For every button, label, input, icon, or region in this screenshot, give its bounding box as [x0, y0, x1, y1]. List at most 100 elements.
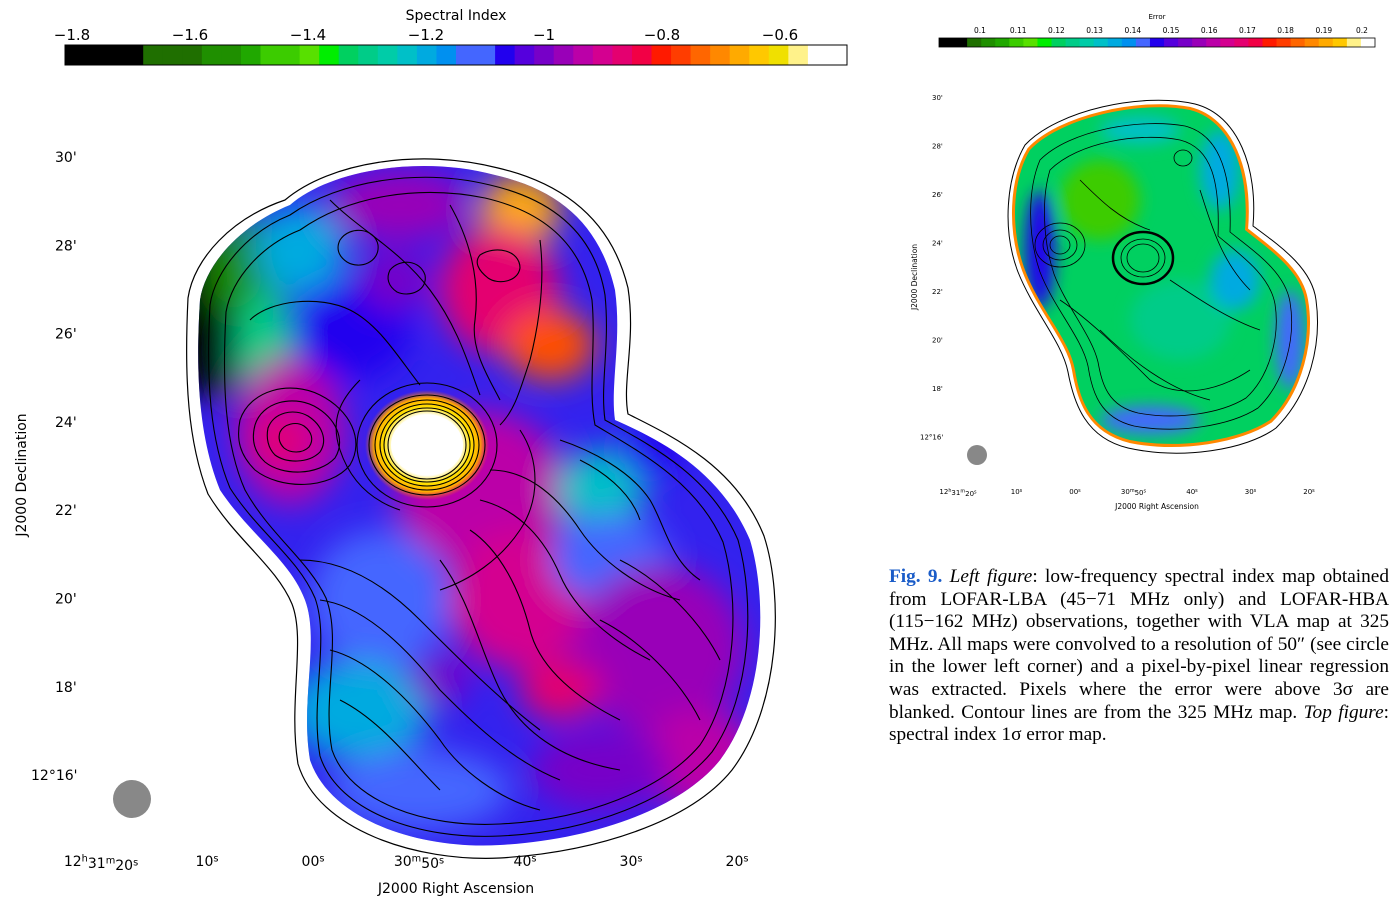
declination-tick-label: 12°16'	[920, 434, 943, 442]
colorbar-segment	[65, 45, 86, 65]
colorbar-segment	[1234, 38, 1250, 47]
right-ascension-tick-label: 40s	[1186, 488, 1198, 496]
colorbar-segment	[1346, 38, 1362, 47]
colorbar-segment	[981, 38, 996, 47]
colorbar-segment	[788, 45, 809, 65]
colorbar-tick-label: 0.14	[1124, 26, 1141, 35]
left-outer-contour	[186, 158, 776, 859]
colorbar-segment	[1192, 38, 1207, 47]
colorbar-segment	[377, 45, 398, 65]
figure-caption: Fig. 9. Left figure: low-frequency spect…	[889, 566, 1389, 747]
colorbar-segment	[1318, 38, 1334, 47]
declination-tick-label: 22'	[932, 288, 943, 296]
colorbar-segment	[162, 45, 183, 65]
colorbar-segment	[1107, 38, 1123, 47]
colorbar-segment	[1121, 38, 1137, 47]
colorbar-segment	[573, 45, 594, 65]
right-outer-contour	[1007, 99, 1318, 454]
colorbar-segment	[1332, 38, 1348, 47]
colorbar-segment	[240, 45, 262, 65]
caption-top-text: : spectral index 1σ error map.	[889, 701, 1389, 746]
colorbar-tick-label: −0.8	[644, 26, 680, 44]
right-ascension-tick-label: 30s	[620, 854, 643, 870]
colorbar-segment	[143, 45, 164, 65]
left-colorbar-tick-labels: −1.8 −1.6 −1.4 −1.2 −1 −0.8 −0.6	[54, 26, 798, 44]
declination-tick-label: 18'	[932, 385, 943, 393]
colorbar-tick-label: 0.17	[1239, 26, 1256, 35]
colorbar-tick-label: 0.12	[1048, 26, 1065, 35]
colorbar-segment	[967, 38, 982, 47]
colorbar-segment	[299, 45, 320, 65]
colorbar-segment	[182, 45, 203, 65]
right-ascension-tick-label: 12h31m20s	[64, 854, 138, 874]
declination-tick-label: 26'	[55, 327, 77, 343]
colorbar-tick-label: 0.15	[1163, 26, 1180, 35]
colorbar-tick-label: −1	[533, 26, 555, 44]
colorbar-segment	[260, 45, 281, 65]
colorbar-tick-label: −1.8	[54, 26, 90, 44]
caption-top-label: Top figure	[1303, 701, 1384, 723]
colorbar-segment	[1051, 38, 1067, 47]
left-beam-circle	[113, 780, 151, 818]
right-ascension-tick-label: 20s	[1303, 488, 1315, 496]
colorbar-segment	[201, 45, 222, 65]
colorbar-segment	[221, 45, 242, 65]
right-ascension-tick-label: 12h31m20s	[939, 488, 977, 498]
colorbar-segment	[953, 38, 968, 47]
colorbar-segment	[553, 45, 574, 65]
colorbar-segment	[631, 45, 653, 65]
colorbar-tick-label: −1.6	[172, 26, 208, 44]
colorbar-segment	[995, 38, 1010, 47]
colorbar-segment	[456, 45, 477, 65]
colorbar-tick-label: 0.13	[1086, 26, 1103, 35]
colorbar-segment	[690, 45, 711, 65]
colorbar-segment	[1360, 38, 1376, 47]
colorbar-tick-label: 0.11	[1010, 26, 1027, 35]
right-ascension-tick-label: 30s	[1245, 488, 1257, 496]
right-ascension-tick-label: 10s	[196, 854, 219, 870]
colorbar-segment	[1164, 38, 1179, 47]
declination-tick-label: 18'	[55, 680, 77, 696]
right-colorbar-frame	[938, 37, 1376, 48]
left-y-axis-label: J2000 Declination	[14, 413, 30, 537]
colorbar-segment	[280, 45, 301, 65]
left-colorbar-title: Spectral Index	[406, 8, 507, 24]
colorbar-segment	[1262, 38, 1278, 47]
declination-tick-label: 28'	[932, 143, 943, 151]
colorbar-segment	[1220, 38, 1235, 47]
left-spectral-index-figure: Spectral Index −1.8 −1.6 −1.4 −1.2 −1 −0.8 −0.…	[14, 8, 848, 897]
colorbar-segment	[1009, 38, 1024, 47]
colorbar-segment	[1304, 38, 1320, 47]
colorbar-segment	[358, 45, 379, 65]
colorbar-segment	[397, 45, 418, 65]
colorbar-segment	[1248, 38, 1264, 47]
colorbar-segment	[514, 45, 535, 65]
colorbar-segment	[475, 45, 496, 65]
colorbar-tick-label: −0.6	[762, 26, 798, 44]
right-colorbar	[939, 38, 1376, 47]
right-y-axis-label: J2000 Declination	[910, 244, 919, 311]
declination-tick-label: 24'	[932, 240, 943, 248]
colorbar-tick-label: 0.16	[1201, 26, 1218, 35]
right-ascension-tick-label: 20s	[726, 854, 749, 870]
colorbar-segment	[338, 45, 359, 65]
colorbar-segment	[768, 45, 789, 65]
right-map-rim	[1012, 104, 1310, 447]
colorbar-segment	[651, 45, 672, 65]
left-spectral-index-map	[198, 166, 761, 846]
colorbar-tick-label: 0.18	[1277, 26, 1294, 35]
colorbar-segment	[1079, 38, 1095, 47]
right-x-axis-label: J2000 Right Ascension	[1114, 502, 1199, 511]
colorbar-segment	[612, 45, 633, 65]
colorbar-segment	[495, 45, 516, 65]
colorbar-segment	[1178, 38, 1193, 47]
figure-label[interactable]: Fig. 9.	[889, 566, 943, 587]
colorbar-tick-label: 0.2	[1356, 26, 1368, 35]
right-error-map	[1014, 107, 1307, 444]
colorbar-segment	[1093, 38, 1109, 47]
declination-tick-label: 20'	[55, 592, 77, 608]
colorbar-tick-label: 0.1	[974, 26, 986, 35]
right-beam-circle	[967, 445, 987, 465]
colorbar-segment	[416, 45, 438, 65]
colorbar-segment	[84, 45, 105, 65]
